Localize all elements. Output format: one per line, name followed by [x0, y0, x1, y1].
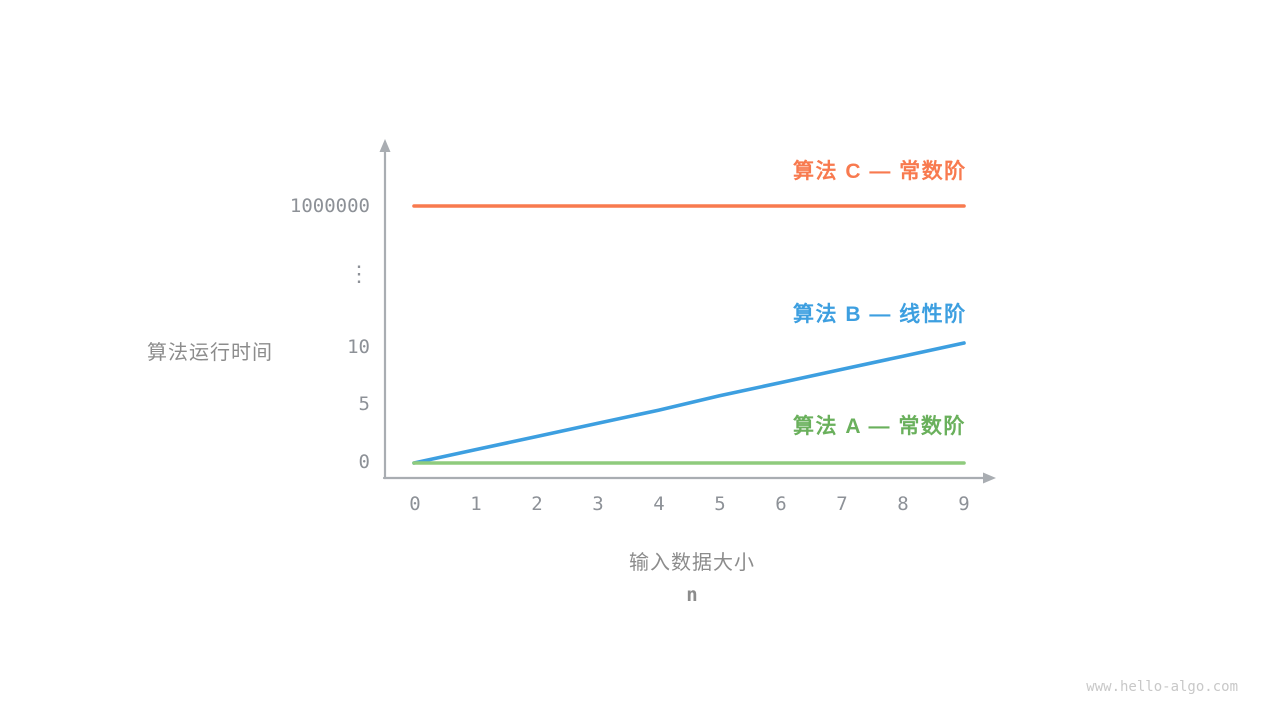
series-lines: [412, 204, 966, 465]
watermark: www.hello-algo.com: [1086, 679, 1238, 695]
x-tick-2: 2: [531, 493, 543, 515]
y-tick-5: 5: [358, 393, 370, 415]
y-tick-0: 0: [358, 451, 370, 473]
x-tick-0: 0: [409, 493, 421, 515]
x-axis-title: 输入数据大小: [629, 552, 755, 574]
y-axis-title: 算法运行时间: [147, 342, 273, 364]
x-tick-3: 3: [592, 493, 604, 515]
legend-algorithm-a: 算法 A — 常数阶: [793, 415, 966, 438]
y-tick-1000000: 1000000: [289, 195, 370, 217]
series-line: [412, 341, 966, 465]
y-tick-10: 10: [347, 336, 370, 358]
y-axis-break-ellipsis: ⋮: [348, 262, 370, 287]
legend-algorithm-b: 算法 B — 线性阶: [793, 303, 967, 326]
legend-algorithm-c: 算法 C — 常数阶: [793, 160, 967, 183]
x-tick-4: 4: [653, 493, 665, 515]
x-tick-5: 5: [714, 493, 726, 515]
x-tick-9: 9: [958, 493, 970, 515]
y-axis-arrow-icon: [379, 139, 391, 152]
x-tick-1: 1: [470, 493, 482, 515]
x-axis-symbol: n: [686, 584, 698, 606]
x-tick-8: 8: [897, 493, 909, 515]
x-tick-7: 7: [836, 493, 848, 515]
x-axis-arrow-icon: [983, 472, 996, 484]
x-tick-6: 6: [775, 493, 787, 515]
